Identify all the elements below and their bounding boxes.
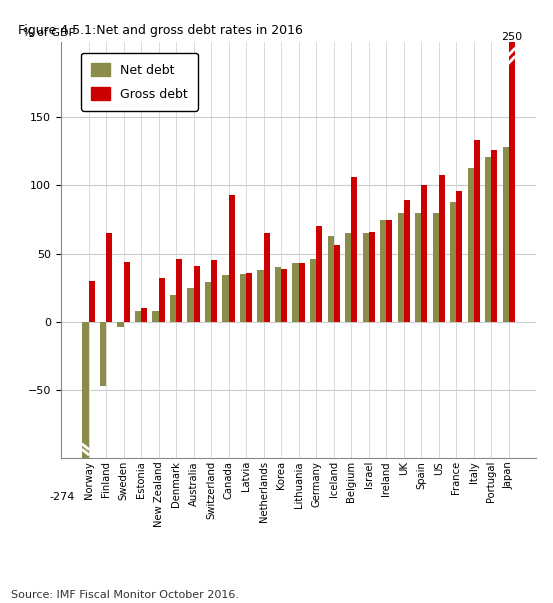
Bar <box>509 0 515 322</box>
Bar <box>88 281 95 322</box>
Bar <box>275 267 281 322</box>
Bar <box>491 150 497 322</box>
Bar <box>194 266 200 322</box>
Bar <box>281 269 287 322</box>
Bar <box>170 295 176 322</box>
Bar <box>246 273 252 322</box>
Bar <box>503 147 509 322</box>
Bar <box>421 186 427 322</box>
Bar <box>240 274 246 322</box>
Text: Figure 4.5.1:Net and gross debt rates in 2016: Figure 4.5.1:Net and gross debt rates in… <box>18 24 303 37</box>
Bar <box>398 213 404 322</box>
Bar <box>333 245 340 322</box>
Bar <box>310 259 316 322</box>
Bar <box>369 232 375 322</box>
Bar <box>176 259 182 322</box>
Bar <box>327 236 333 322</box>
Bar <box>258 270 264 322</box>
Bar <box>316 226 322 322</box>
Bar <box>345 233 351 322</box>
Bar <box>187 288 194 322</box>
Bar <box>432 213 439 322</box>
Bar <box>439 174 445 322</box>
Bar <box>153 311 159 322</box>
Bar <box>123 262 130 322</box>
Bar <box>222 276 228 322</box>
Bar <box>293 263 299 322</box>
Bar <box>456 191 462 322</box>
Bar <box>141 308 147 322</box>
Bar <box>363 233 369 322</box>
Bar <box>205 282 211 322</box>
Bar <box>117 322 123 327</box>
Bar <box>415 213 421 322</box>
Legend: Net debt, Gross debt: Net debt, Gross debt <box>81 52 198 110</box>
Bar <box>474 140 480 322</box>
Bar <box>386 219 392 322</box>
Bar <box>450 202 456 322</box>
Bar <box>351 177 357 322</box>
Bar <box>380 219 386 322</box>
Text: -274: -274 <box>50 491 75 502</box>
Bar <box>100 322 106 386</box>
Bar <box>106 233 112 322</box>
Bar <box>485 157 491 322</box>
Text: % of GDP: % of GDP <box>23 28 75 38</box>
Bar <box>467 168 474 322</box>
Bar <box>82 322 88 603</box>
Bar <box>135 311 141 322</box>
Text: 250: 250 <box>501 32 522 42</box>
Bar <box>211 260 217 322</box>
Text: Source: IMF Fiscal Monitor October 2016.: Source: IMF Fiscal Monitor October 2016. <box>11 590 239 600</box>
Bar <box>159 278 165 322</box>
Bar <box>228 195 234 322</box>
Bar <box>264 233 270 322</box>
Bar <box>299 263 305 322</box>
Bar <box>404 200 410 322</box>
